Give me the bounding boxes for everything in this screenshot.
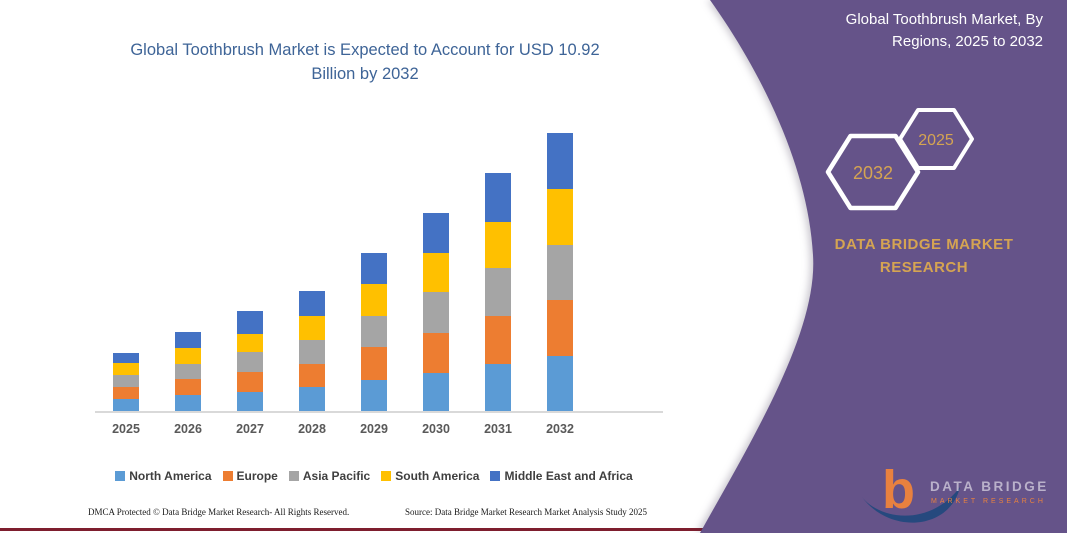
legend-swatch-asia-pacific: [288, 471, 299, 481]
segment-middle-east-and-africa-2031: [485, 173, 511, 222]
hexagon-year-2032: 2032: [853, 163, 893, 183]
bar-2027: [237, 311, 263, 411]
dmca-copyright-text: DMCA Protected © Data Bridge Market Rese…: [88, 507, 350, 517]
legend-label-europe: Europe: [236, 469, 278, 483]
bar-2029: [361, 253, 387, 411]
logo-swoosh-icon: [862, 487, 960, 523]
segment-asia-pacific-2030: [423, 292, 449, 334]
segment-north-america-2027: [237, 391, 263, 411]
segment-europe-2031: [485, 316, 511, 364]
logo-tagline-text: MARKET RESEARCH: [931, 498, 1046, 505]
x-axis-label-2025: 2025: [112, 422, 140, 436]
segment-europe-2025: [113, 386, 139, 399]
segment-asia-pacific-2031: [485, 268, 511, 317]
segment-middle-east-and-africa-2030: [423, 213, 449, 254]
segment-europe-2032: [547, 299, 573, 357]
x-axis-label-2031: 2031: [484, 422, 512, 436]
segment-asia-pacific-2029: [361, 315, 387, 347]
segment-middle-east-and-africa-2027: [237, 311, 263, 334]
bar-2025: [113, 352, 139, 411]
segment-europe-2027: [237, 372, 263, 392]
bar-2026: [175, 331, 201, 411]
data-bridge-logo: b DATA BRIDGE MARKET RESEARCH: [862, 460, 1049, 523]
x-axis-label-2030: 2030: [422, 422, 450, 436]
segment-asia-pacific-2025: [113, 374, 139, 387]
segment-europe-2026: [175, 378, 201, 395]
legend-swatch-north-america: [115, 471, 126, 481]
segment-north-america-2029: [361, 380, 387, 411]
logo-monogram-b: b: [882, 460, 915, 520]
chart-legend: North America Europe Asia Pacific South Ame…: [78, 469, 670, 483]
x-axis-label-2032: 2032: [546, 422, 574, 436]
segment-south-america-2029: [361, 284, 387, 316]
segment-north-america-2026: [175, 394, 201, 411]
legend-item-middle-east-and-africa: Middle East and Africa: [490, 469, 633, 483]
legend-swatch-europe: [222, 471, 233, 481]
segment-north-america-2031: [485, 363, 511, 411]
hexagon-year-2025: 2025: [918, 132, 954, 149]
segment-south-america-2028: [299, 316, 325, 341]
segment-south-america-2032: [547, 188, 573, 245]
segment-north-america-2028: [299, 387, 325, 411]
bar-2032: [547, 133, 573, 411]
segment-north-america-2032: [547, 356, 573, 411]
segment-middle-east-and-africa-2026: [175, 331, 201, 348]
x-axis-label-2029: 2029: [360, 422, 388, 436]
segment-south-america-2026: [175, 347, 201, 364]
hexagon-2025: [898, 108, 974, 170]
stacked-bar-chart: 2025 2026 2027 2028 2029 2030 2031 2032: [95, 130, 665, 442]
legend-item-asia-pacific: Asia Pacific: [288, 469, 371, 483]
bar-2030: [423, 213, 449, 411]
segment-europe-2030: [423, 333, 449, 374]
bar-2031: [485, 173, 511, 411]
segment-asia-pacific-2028: [299, 340, 325, 365]
brand-text: DATA BRIDGE MARKET RESEARCH: [834, 236, 1014, 276]
legend-item-europe: Europe: [222, 469, 278, 483]
segment-asia-pacific-2032: [547, 244, 573, 300]
legend-swatch-middle-east-and-africa: [490, 471, 501, 481]
legend-swatch-south-america: [381, 471, 392, 481]
x-axis-label-2026: 2026: [174, 422, 202, 436]
segment-asia-pacific-2027: [237, 352, 263, 373]
segment-middle-east-and-africa-2028: [299, 291, 325, 317]
segment-south-america-2031: [485, 222, 511, 269]
bar-2028: [299, 291, 325, 411]
panel-heading: Global Toothbrush Market, By Regions, 20…: [845, 11, 1043, 50]
legend-label-middle-east-and-africa: Middle East and Africa: [504, 469, 633, 483]
legend-label-north-america: North America: [129, 469, 212, 483]
segment-north-america-2030: [423, 373, 449, 411]
source-text: Source: Data Bridge Market Research Mark…: [405, 507, 647, 517]
segment-europe-2028: [299, 364, 325, 388]
x-axis-line: [95, 411, 663, 413]
x-axis-label-2027: 2027: [236, 422, 264, 436]
legend-label-south-america: South America: [395, 469, 480, 483]
year-hexagons: 2032 2025: [825, 108, 974, 211]
logo-name-text: DATA BRIDGE: [930, 479, 1049, 494]
segment-asia-pacific-2026: [175, 363, 201, 379]
segment-middle-east-and-africa-2029: [361, 253, 387, 285]
purple-panel-shape: [700, 0, 1067, 533]
legend-item-north-america: North America: [115, 469, 212, 483]
legend-item-south-america: South America: [381, 469, 479, 483]
segment-europe-2029: [361, 346, 387, 381]
segment-middle-east-and-africa-2032: [547, 133, 573, 189]
legend-label-asia-pacific: Asia Pacific: [302, 469, 371, 483]
segment-south-america-2025: [113, 362, 139, 375]
segment-north-america-2025: [113, 398, 139, 411]
segment-south-america-2030: [423, 253, 449, 293]
footer: DMCA Protected © Data Bridge Market Rese…: [0, 507, 700, 523]
segment-south-america-2027: [237, 333, 263, 353]
hexagon-2032: [825, 133, 921, 211]
segment-middle-east-and-africa-2025: [113, 352, 139, 363]
chart-title: Global Toothbrush Market is Expected to …: [130, 41, 600, 83]
x-axis-label-2028: 2028: [298, 422, 326, 436]
bottom-accent-line: [0, 528, 707, 531]
